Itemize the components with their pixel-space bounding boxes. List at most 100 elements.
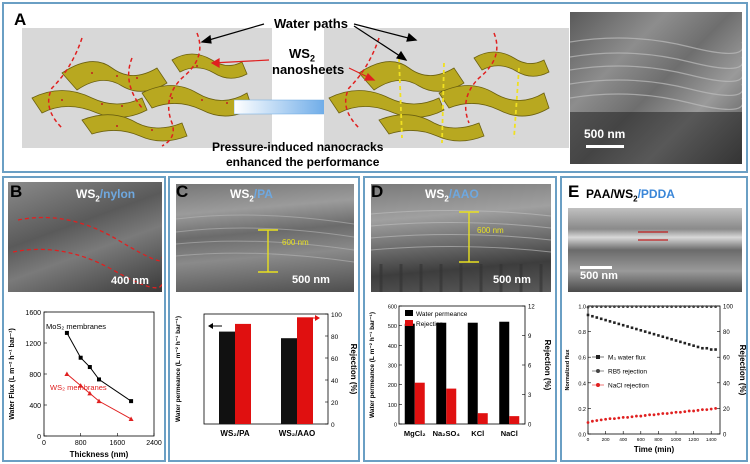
sem-image-e: 500 nm <box>568 208 742 292</box>
chart-d-legend-rejection: Rejection <box>416 321 443 328</box>
chart-e-point-rb5 <box>635 305 638 309</box>
chart-e-point-rb5 <box>714 305 717 309</box>
chart-d-ytick-right-label: 3 <box>528 393 532 399</box>
chart-e-point-nacl <box>639 414 643 418</box>
chart-d: 0 100 200 300 400 500 600 0 3 6 9 12 MgCl₂ Na₂SO₄ KCl N… <box>369 305 552 439</box>
chart-d-category-label: Na₂SO₄ <box>433 429 461 438</box>
chart-e-point-rb5 <box>586 305 590 309</box>
sem-c-thickness: 600 nm <box>282 238 309 247</box>
chart-b-ytick-label: 1600 <box>25 310 41 317</box>
chart-b-point <box>78 355 83 360</box>
chart-e-legend-label: RB5 rejection <box>608 369 647 376</box>
chart-e-point-nacl <box>692 409 695 413</box>
nanosheets-label: nanosheets <box>272 62 345 77</box>
chart-e-point-flux <box>648 331 651 335</box>
caption-line2: enhanced the performance <box>226 155 380 169</box>
sem-image-c <box>176 184 354 292</box>
chart-e-ytick-left-label: 0.4 <box>578 381 586 387</box>
chart-b-point <box>64 330 69 335</box>
chart-e-point-flux <box>709 348 713 351</box>
sem-image-a: 500 nm <box>570 12 742 164</box>
sem-e-title-sub: 2 <box>633 194 638 204</box>
chart-d-legend-swatch-permeance <box>405 310 413 316</box>
chart-e-point-nacl <box>617 416 621 420</box>
sem-c-scale-text: 500 nm <box>292 274 330 286</box>
chart-e-point-nacl <box>714 407 717 410</box>
chart-e-point-nacl <box>705 408 709 412</box>
chart-b-legend-mos2: MoS₂ membranes <box>46 322 106 331</box>
chart-e-ytick-right-label: 40 <box>723 381 730 387</box>
chart-e-ytick-left-label: 0.6 <box>578 356 586 362</box>
chart-b-ylabel: Water Flux (L m⁻² h⁻¹ bar⁻¹) <box>9 328 16 420</box>
chart-e-xtick-label: 0 <box>587 437 590 443</box>
panel-b-label: B <box>10 182 23 201</box>
chart-e-legend-label: NaCl rejection <box>608 383 649 390</box>
caption-line1: Pressure-induced nanocracks <box>212 140 384 154</box>
chart-e-point-rb5 <box>639 305 643 309</box>
chart-d-bar <box>509 416 520 424</box>
chart-e-point-flux <box>639 329 643 332</box>
chart-d-ytick-left-label: 0 <box>394 423 397 429</box>
chart-b-xtick-label: 800 <box>75 440 87 447</box>
panel-e-label: E <box>568 182 580 201</box>
sem-e-scale-text: 500 nm <box>580 270 618 282</box>
chart-d-ytick-right-label: 6 <box>528 364 532 370</box>
chart-e-point-rb5 <box>604 305 607 309</box>
sem-a-scale-text: 500 nm <box>584 127 626 141</box>
chart-d-bar <box>499 321 510 424</box>
chart-d-category-label: MgCl₂ <box>404 429 426 438</box>
chart-d-bar <box>436 322 447 424</box>
sem-b-title-suffix: /nylon <box>99 187 136 201</box>
chart-e-point-flux <box>696 345 700 349</box>
chart-e-point-flux <box>714 348 717 351</box>
chart-d-category-label: NaCl <box>501 429 518 438</box>
sem-b-scale-text: 400 nm <box>111 275 149 287</box>
chart-e-point-rb5 <box>648 305 651 309</box>
chart-e-xtick-label: 200 <box>602 437 610 443</box>
chart-e-point-nacl <box>652 413 656 417</box>
chart-e-point-rb5 <box>696 305 700 309</box>
chart-e-point-nacl <box>643 414 647 417</box>
chart-b-xtick-label: 0 <box>42 440 46 447</box>
sem-e-overlay <box>638 231 668 241</box>
chart-d-ytick-right-label: 12 <box>528 305 535 311</box>
chart-c-right-axis-arrowhead <box>315 315 320 321</box>
chart-b-point <box>87 390 93 396</box>
chart-e-xtick-label: 1400 <box>706 437 717 443</box>
sem-d-overlay <box>371 209 551 292</box>
chart-e-point-flux <box>617 322 621 326</box>
chart-b-xlabel: Thickness (nm) <box>70 450 129 459</box>
ws2-label: WS2 <box>289 46 315 64</box>
chart-e-point-rb5 <box>626 305 629 309</box>
chart-c-ytick-right-label: 100 <box>331 312 342 319</box>
sem-d-title-suffix: /AAO <box>448 187 479 201</box>
chart-b-point <box>129 399 134 404</box>
panel-d-label: D <box>371 182 384 201</box>
chart-e-point-nacl <box>595 419 599 422</box>
chart-e-ylabel-right: Rejection (%) <box>738 345 746 396</box>
chart-b-point <box>64 371 70 376</box>
chart-b-xtick-label: 1600 <box>110 440 126 447</box>
sem-d-scale-text: 500 nm <box>493 274 531 286</box>
sem-b-title-main: WS <box>76 187 96 201</box>
chart-e-point-rb5 <box>630 305 634 309</box>
chart-e-point-flux <box>674 339 678 342</box>
panel-e: E PAA/WS2/PDDA 500 nm 0.0 0.2 0.4 0.6 0.8 1.0… <box>560 176 748 462</box>
chart-e-point-rb5 <box>709 305 713 309</box>
chart-d-bar <box>467 322 478 424</box>
chart-b-ytick-label: 800 <box>29 372 41 379</box>
chart-d-ytick-left-label: 300 <box>388 364 397 370</box>
chart-e-point-nacl <box>635 414 638 418</box>
chart-c-ytick-right-label: 80 <box>331 334 339 341</box>
chart-b-point <box>128 416 134 421</box>
panel-b: B WS2/nylon 400 nm 0 400 800 1200 1600 0 800 16… <box>2 176 166 462</box>
chart-e-point-flux <box>599 317 603 321</box>
chart-e-point-flux <box>661 335 665 339</box>
chart-e-point-flux <box>591 314 594 318</box>
chart-d-ytick-left-label: 400 <box>388 344 397 350</box>
chart-d-bar <box>446 388 457 424</box>
chart-b-ytick-label: 0 <box>37 434 41 441</box>
chart-e-point-flux <box>595 316 599 319</box>
chart-b-point <box>87 365 92 370</box>
chart-b: 0 400 800 1200 1600 0 800 1600 2400 Thickness (nm… <box>9 310 162 459</box>
